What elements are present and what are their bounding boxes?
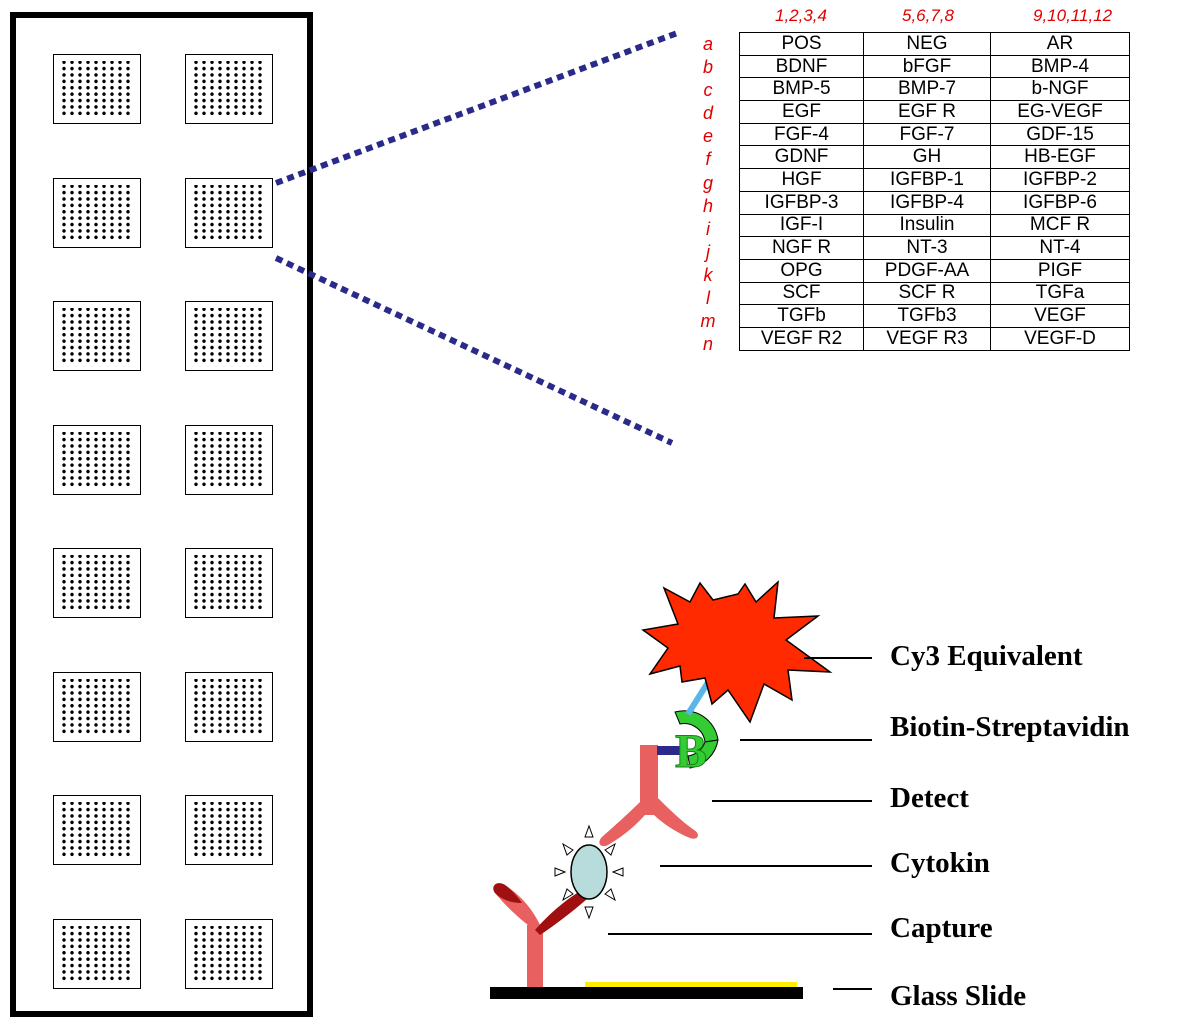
label-glass-slide: Glass Slide [890, 980, 1027, 1012]
array-row: VEGF R2 VEGF R3 VEGF-D [739, 326, 1130, 351]
array-cell: EGF R [863, 100, 991, 124]
array-well [185, 671, 273, 742]
zoom-line-bottom [274, 255, 674, 446]
row-label: f [705, 149, 711, 170]
array-row: HGF IGFBP-1 IGFBP-2 [739, 168, 1130, 192]
array-cell: EGF [739, 100, 864, 124]
row-label: l [706, 288, 710, 309]
cy3-burst-icon [641, 580, 833, 724]
row-label: k [703, 264, 713, 285]
array-well [53, 548, 141, 618]
array-cell: HB-EGF [990, 145, 1130, 170]
capture-antibody [493, 883, 591, 987]
row-label: j [706, 241, 710, 262]
antibody-array-map: POS NEG AR BDNF bFGF BMP-4 BMP-5 BMP-7 b-NGF EGF E… [739, 32, 1130, 351]
array-row: IGFBP-3 IGFBP-4 IGFBP-6 [739, 190, 1130, 215]
column-header-2: 5,6,7,8 [902, 6, 954, 25]
array-well [53, 424, 141, 495]
slide-coating [585, 982, 797, 987]
row-label: i [706, 218, 710, 239]
glass-slide-array [10, 12, 313, 1017]
array-cell: VEGF-D [990, 326, 1130, 351]
array-cell: SCF R [863, 281, 991, 306]
label-capture: Capture [890, 912, 993, 944]
array-well [185, 424, 273, 495]
array-cell: VEGF R3 [863, 326, 991, 351]
column-header-3: 9,10,11,12 [1033, 6, 1113, 25]
zoom-line-top [274, 29, 682, 186]
array-well [53, 671, 141, 742]
array-well [53, 54, 141, 124]
array-row: NGF R NT-3 NT-4 [739, 236, 1130, 260]
array-well [185, 548, 273, 618]
label-cytokin: Cytokin [890, 847, 990, 879]
row-label: e [702, 126, 713, 147]
row-label: a [702, 34, 713, 54]
array-row: EGF EGF R EG-VEGF [739, 100, 1130, 124]
array-row: SCF SCF R TGFa [739, 281, 1130, 306]
label-biotin-streptavidin: Biotin-Streptavidin [890, 711, 1130, 743]
array-well [185, 54, 273, 124]
glass-slide-base [490, 987, 803, 999]
array-cell: TGFb3 [863, 304, 991, 328]
array-well [53, 795, 141, 865]
array-row: POS NEG AR [739, 32, 1130, 56]
array-well [185, 795, 273, 865]
array-row: TGFb TGFb3 VEGF [739, 304, 1130, 328]
array-cell: GDNF [739, 145, 864, 170]
array-cell: MCF R [990, 213, 1130, 238]
array-cell: TGFa [990, 281, 1130, 306]
array-well [53, 918, 141, 989]
row-label: b [702, 57, 713, 78]
array-well [53, 301, 141, 371]
array-cell: POS [739, 32, 864, 56]
array-row: GDNF GH HB-EGF [739, 145, 1130, 170]
cytokine-molecule [554, 824, 624, 920]
column-header-1: 1,2,3,4 [775, 6, 827, 25]
detect-antibody [599, 745, 698, 847]
array-cell: IGFBP-6 [990, 190, 1130, 215]
array-well [53, 177, 141, 248]
array-row: IGF-I Insulin MCF R [739, 213, 1130, 238]
array-well [185, 301, 273, 371]
row-label: n [702, 334, 713, 355]
array-cell: NEG [863, 32, 991, 56]
array-cell: VEGF [990, 304, 1130, 328]
label-cy3-equivalent: Cy3 Equivalent [890, 640, 1083, 672]
biotin-letter: B [675, 725, 707, 778]
row-label: m [700, 311, 716, 332]
array-well [185, 918, 273, 989]
array-row: BMP-5 BMP-7 b-NGF [739, 77, 1130, 102]
array-cell: IGFBP-4 [863, 190, 991, 215]
array-row: BDNF bFGF BMP-4 [739, 54, 1130, 79]
array-cell: OPG [739, 258, 864, 283]
array-cell: PDGF-AA [863, 258, 991, 283]
well-grid [16, 18, 307, 1011]
array-cell: BDNF [739, 54, 864, 79]
row-label: h [702, 195, 713, 216]
label-detect: Detect [890, 782, 969, 814]
row-label: g [702, 172, 713, 193]
row-label: d [702, 103, 713, 124]
row-label: c [703, 80, 713, 101]
array-well [185, 177, 273, 248]
array-cell: AR [990, 32, 1130, 56]
array-cell: bFGF [863, 54, 991, 79]
